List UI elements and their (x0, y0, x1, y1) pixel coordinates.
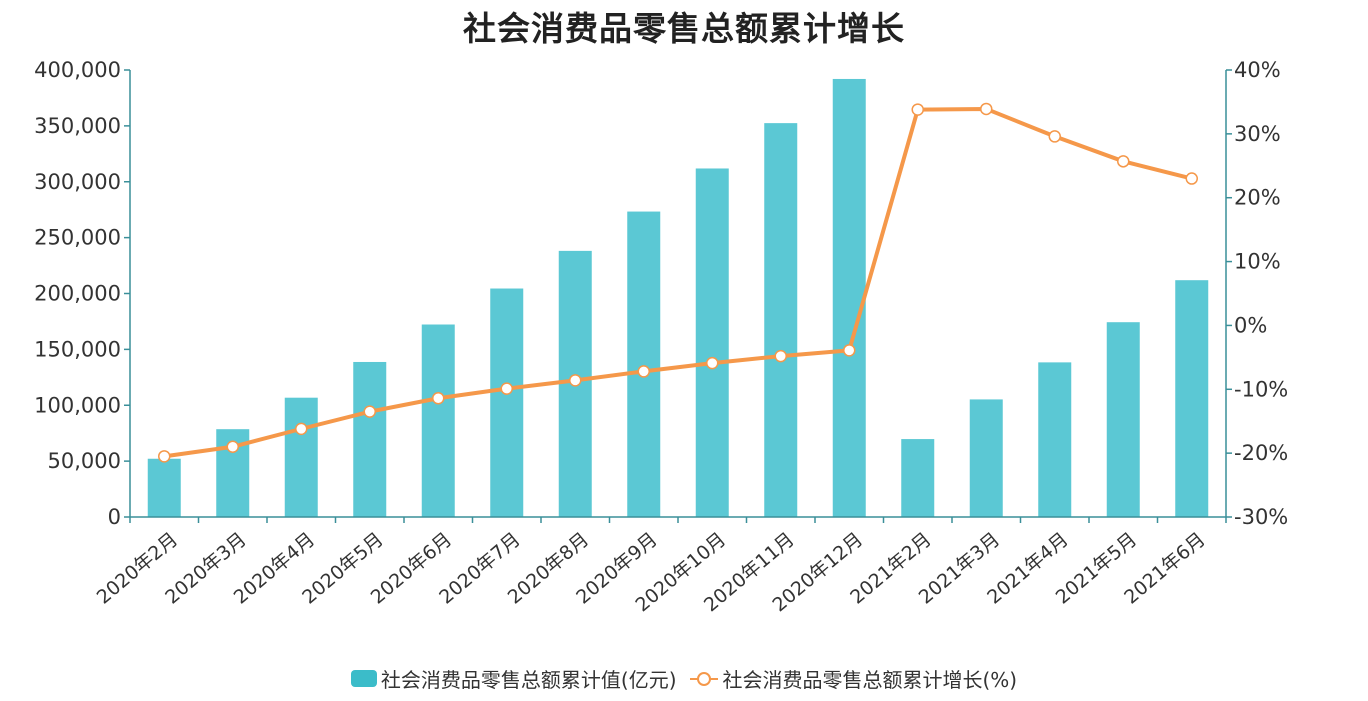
legend-line-swatch (689, 671, 718, 686)
bar-2[interactable] (284, 397, 318, 517)
bar-10[interactable] (832, 78, 866, 517)
bar-9[interactable] (764, 123, 798, 517)
growth-point-10[interactable] (843, 344, 856, 357)
legend-item-bar[interactable]: 社会消费品零售总额累计值(亿元) (350, 664, 677, 693)
bar-8[interactable] (695, 168, 729, 517)
growth-point-1[interactable] (226, 440, 239, 454)
y-left-tick-label-0: 0 (108, 505, 121, 529)
y-left-tick-label-6: 300,000 (34, 170, 121, 194)
chart-title: 社会消费品零售总额累计增长 (463, 9, 905, 48)
legend-item-line[interactable]: 社会消费品零售总额累计增长(%) (689, 664, 1018, 693)
legend-label-line: 社会消费品零售总额累计增长(%) (722, 668, 1018, 692)
bar-4[interactable] (421, 324, 455, 517)
y-right-tick-label-1: -20% (1234, 441, 1288, 465)
y-left-tick-label-2: 100,000 (34, 393, 121, 417)
y-right-tick-label-6: 30% (1234, 122, 1281, 146)
y-left-tick-label-3: 150,000 (34, 337, 121, 361)
bar-11[interactable] (901, 439, 935, 517)
bar-0[interactable] (147, 458, 181, 517)
growth-point-4[interactable] (432, 391, 445, 405)
y-right-tick-label-5: 20% (1234, 186, 1281, 210)
growth-point-3[interactable] (363, 405, 376, 418)
growth-point-9[interactable] (774, 349, 787, 363)
bars-layer (147, 78, 1209, 517)
y-right-tick-label-3: 0% (1234, 313, 1267, 337)
y-left-tick-label-1: 50,000 (48, 449, 121, 473)
growth-point-11[interactable] (911, 103, 924, 116)
line-layer (158, 102, 1198, 463)
y-right-tick-label-2: -10% (1234, 377, 1288, 401)
bar-14[interactable] (1106, 322, 1140, 517)
growth-point-0[interactable] (158, 450, 171, 463)
bar-13[interactable] (1038, 362, 1072, 517)
y-left-tick-label-7: 350,000 (34, 114, 121, 138)
legend-label-bar: 社会消费品零售总额累计值(亿元) (380, 668, 677, 692)
growth-point-14[interactable] (1117, 155, 1130, 168)
axes-layer: 0 50,000 100,000 150,000 200,000 250,000 300,0… (34, 58, 1288, 616)
legend-bar-swatch (350, 670, 377, 687)
growth-point-15[interactable] (1185, 172, 1198, 185)
y-left-tick-label-5: 250,000 (34, 226, 121, 250)
growth-point-7[interactable] (637, 365, 650, 378)
growth-point-2[interactable] (295, 422, 308, 436)
y-right-tick-label-4: 10% (1234, 250, 1281, 274)
bar-5[interactable] (490, 288, 524, 517)
bar-7[interactable] (627, 211, 661, 517)
growth-line (163, 106, 1193, 459)
bar-12[interactable] (969, 399, 1003, 517)
growth-point-8[interactable] (706, 356, 719, 370)
legend: 社会消费品零售总额累计值(亿元) 社会消费品零售总额累计增长(%) (0, 664, 1368, 693)
growth-point-5[interactable] (500, 382, 513, 395)
growth-point-13[interactable] (1048, 130, 1061, 143)
y-right-tick-label-7: 40% (1234, 58, 1281, 82)
y-right-tick-label-0: -30% (1234, 505, 1288, 529)
y-left-tick-label-8: 400,000 (34, 58, 121, 82)
bar-15[interactable] (1175, 280, 1209, 517)
growth-point-6[interactable] (569, 374, 582, 387)
bar-3[interactable] (353, 361, 387, 517)
y-left-tick-label-4: 200,000 (34, 282, 121, 306)
growth-point-12[interactable] (980, 102, 993, 116)
